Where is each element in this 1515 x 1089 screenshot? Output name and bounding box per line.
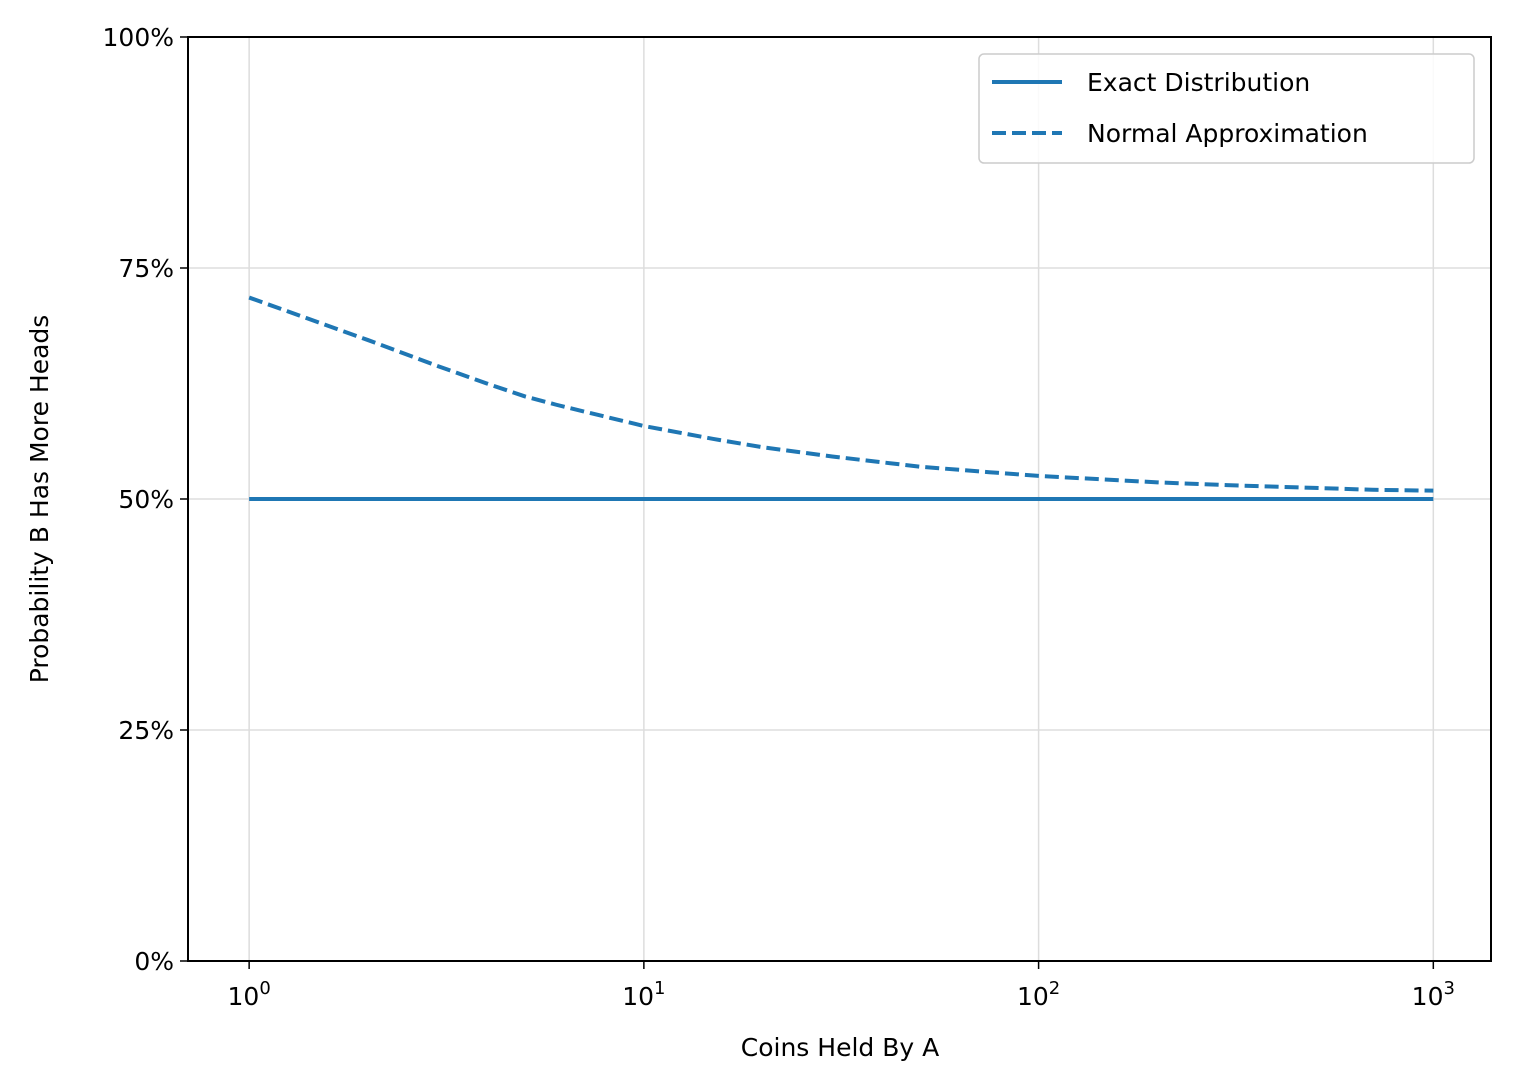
y-tick-label-3: 75% [118, 254, 174, 283]
y-tick-label-4: 100% [103, 23, 174, 52]
x-tick-label-3: 103 [1412, 978, 1455, 1011]
legend-box [978, 53, 1475, 164]
axis-ticks: 100 101 102 103 0% 25% 50% 75% 100% [103, 23, 1455, 1011]
x-axis-label: Coins Held By A [741, 1033, 939, 1062]
legend-label-1: Normal Approximation [1087, 119, 1368, 148]
series-line-1 [248, 295, 1434, 493]
y-tick-label-1: 25% [118, 716, 174, 745]
series-lines [248, 295, 1434, 501]
y-tick-label-2: 50% [118, 485, 174, 514]
legend: Exact Distribution Normal Approximation [978, 53, 1475, 164]
x-tick-label-0: 100 [228, 978, 271, 1011]
y-axis-label: Probability B Has More Heads [25, 315, 54, 684]
legend-label-0: Exact Distribution [1087, 68, 1310, 97]
x-tick-label-1: 101 [622, 978, 665, 1011]
x-tick-label-2: 102 [1017, 978, 1060, 1011]
y-tick-label-0: 0% [134, 947, 174, 976]
